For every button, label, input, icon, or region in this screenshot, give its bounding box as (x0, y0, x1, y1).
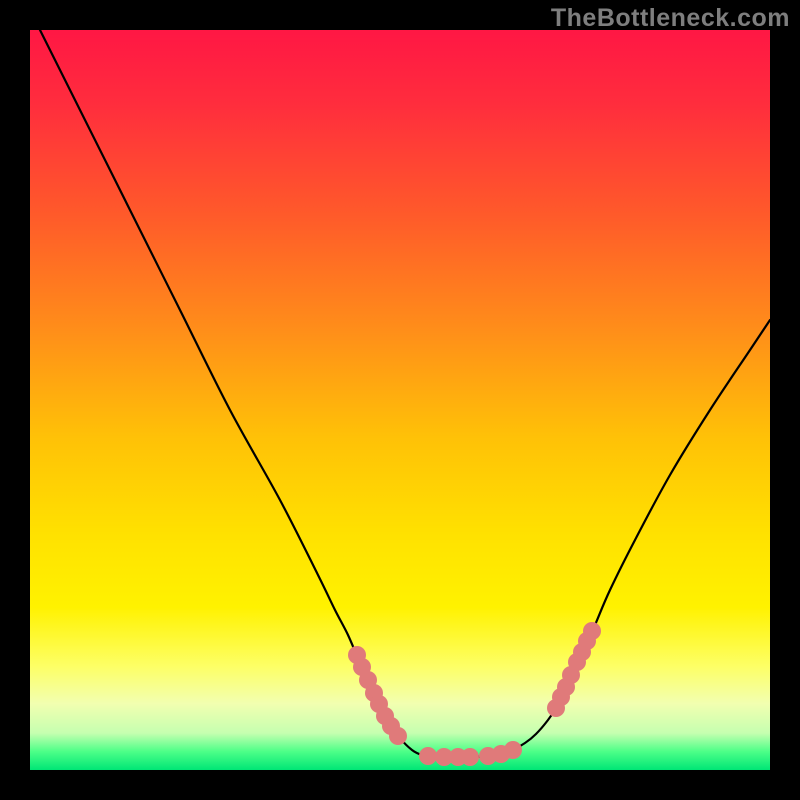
watermark-text: TheBottleneck.com (551, 4, 790, 33)
plot-area (30, 30, 770, 770)
bottleneck-curve (30, 30, 770, 770)
data-marker (389, 727, 407, 745)
data-marker (461, 748, 479, 766)
data-marker (504, 741, 522, 759)
data-marker (583, 622, 601, 640)
chart-container: TheBottleneck.com (0, 0, 800, 800)
data-marker (419, 747, 437, 765)
